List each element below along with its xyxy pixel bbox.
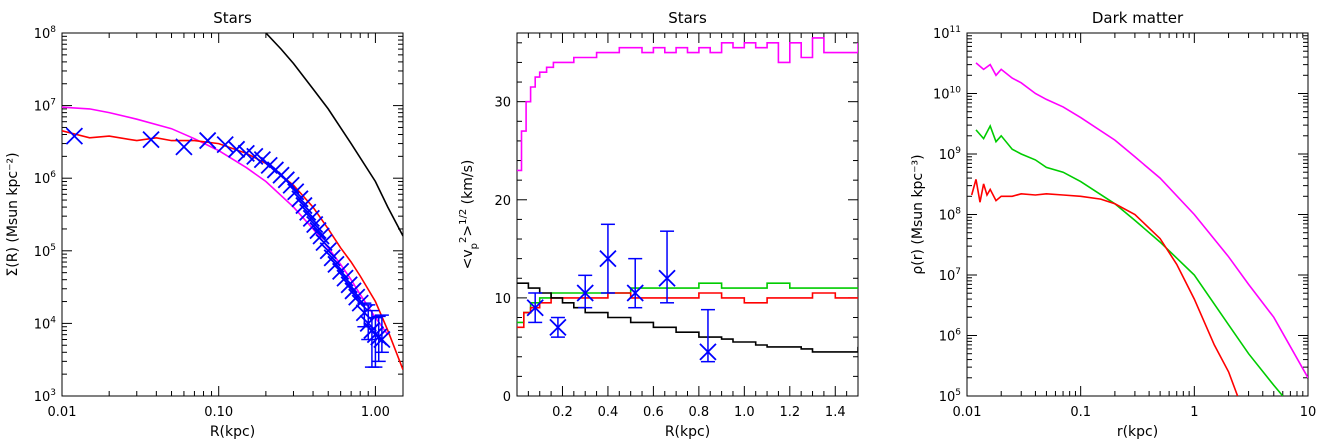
y-tick-label: 107	[939, 267, 961, 284]
data-series	[517, 37, 858, 363]
data-point-x-marker	[599, 250, 617, 268]
y-tick-label: 105	[34, 243, 56, 260]
x-tick-label: 0.10	[204, 405, 233, 420]
x-axis-label: R(kpc)	[665, 424, 710, 440]
data-point-x-marker	[658, 269, 676, 287]
data-series	[970, 62, 1308, 396]
y-tick-label: 103	[34, 388, 56, 405]
data-point-x-marker	[65, 127, 84, 145]
series-line-2	[970, 179, 1239, 396]
data-point-x-marker	[626, 284, 644, 302]
x-axis-label: R(kpc)	[210, 424, 255, 440]
y-tick-label: 106	[34, 170, 57, 187]
x-tick-label: 0.1	[1070, 405, 1091, 420]
axis-ticks: 0.01 0.10 1.00 103 104 105 106 107 108	[34, 25, 403, 420]
panel-stars-surface-density: Stars R(kpc) Σ(R) (Msun kpc⁻²) 0.01 0.10 1…	[5, 9, 404, 440]
x-tick-label: 0.4	[598, 405, 619, 420]
y-tick-label: 0	[503, 390, 511, 405]
panel-dark-matter-density: Dark matter r(kpc) ρ(r) (Msun kpc⁻³) 0.0…	[910, 9, 1316, 440]
y-tick-label: 106	[939, 328, 962, 345]
y-axis-label: Σ(R) (Msun kpc⁻²)	[5, 152, 21, 276]
data-point-x-marker	[175, 138, 193, 156]
x-tick-label: 1.00	[361, 405, 390, 420]
x-tick-label: 0.6	[643, 405, 664, 420]
axis-ticks: 0.01 0.1 1 10 105 106 107 108 109 1010 1011	[933, 25, 1316, 420]
x-tick-label: 0.01	[953, 405, 982, 420]
data-point-x-marker	[199, 131, 217, 150]
chart-title: Dark matter	[1092, 9, 1184, 27]
axis-ticks: 0.2 0.4 0.6 0.8 1.0 1.2 1.4 0 10 20 30	[494, 33, 858, 420]
data-point-x-marker	[142, 130, 160, 149]
series-line-0	[265, 33, 403, 237]
plot-frame	[61, 32, 404, 397]
x-tick-label: 1.0	[734, 405, 755, 420]
y-tick-label: 108	[939, 207, 962, 224]
data-point-x-marker	[699, 343, 717, 361]
data-series	[62, 33, 403, 370]
series-line-2	[62, 130, 403, 370]
data-point-x-marker	[309, 221, 327, 240]
y-tick-label: 20	[494, 194, 511, 209]
data-point-x-marker	[549, 318, 567, 336]
y-tick-label: 105	[939, 388, 961, 405]
chart-title: Stars	[213, 9, 252, 27]
x-tick-label: 0.01	[48, 405, 77, 420]
plot-frame	[516, 32, 859, 397]
series-line-3	[517, 282, 858, 353]
x-tick-label: 1.4	[825, 405, 846, 420]
x-tick-label: 1.2	[779, 405, 800, 420]
data-point-x-marker	[315, 233, 333, 252]
data-point-x-marker	[373, 330, 391, 349]
y-tick-label: 1010	[933, 86, 961, 103]
y-axis-label: <vp2>1/2 (km/s)	[458, 160, 480, 270]
x-tick-label: 0.2	[552, 405, 573, 420]
y-tick-label: 10	[494, 292, 511, 307]
series-line-0	[975, 62, 1308, 379]
y-tick-label: 107	[34, 98, 56, 115]
x-tick-label: 0.8	[689, 405, 710, 420]
plot-frame	[966, 32, 1309, 397]
data-point-x-marker	[227, 140, 246, 158]
panel-stars-velocity-dispersion: Stars R(kpc) <vp2>1/2 (km/s) 0.2 0.4 0.6 0.…	[458, 9, 859, 440]
y-tick-label: 108	[34, 25, 57, 42]
y-tick-label: 104	[34, 315, 57, 332]
y-tick-label: 30	[494, 96, 511, 111]
series-line-1	[62, 106, 389, 336]
data-point-x-marker	[216, 135, 234, 154]
x-tick-label: 10	[1300, 405, 1317, 420]
series-line-2	[517, 292, 858, 329]
y-axis-label: ρ(r) (Msun kpc⁻³)	[910, 154, 926, 274]
y-tick-label: 109	[939, 146, 962, 163]
data-point-x-marker	[306, 215, 324, 234]
data-point-x-marker	[526, 299, 544, 317]
x-tick-label: 1	[1190, 405, 1198, 420]
series-line-0	[517, 37, 858, 172]
data-point-x-marker	[576, 284, 594, 302]
series-line-1	[975, 124, 1284, 396]
y-tick-label: 1011	[933, 25, 961, 42]
x-axis-label: r(kpc)	[1117, 424, 1158, 440]
chart-title: Stars	[668, 9, 707, 27]
